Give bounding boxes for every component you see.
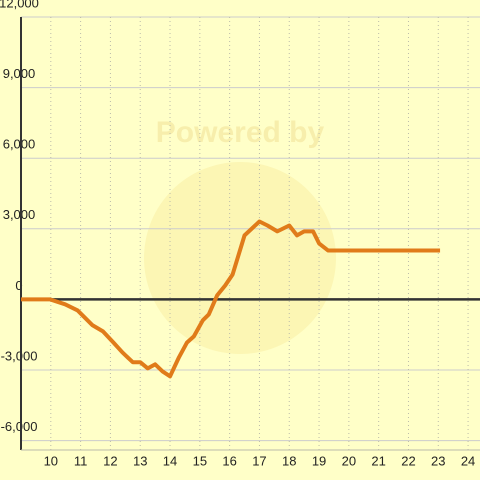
x-tick-label: 17: [252, 453, 266, 468]
y-tick-label: -6,000: [1, 419, 38, 434]
x-tick-label: 10: [44, 453, 58, 468]
y-tick-label: 6,000: [3, 137, 36, 152]
x-tick-label: 12: [103, 453, 117, 468]
x-tick-label: 22: [401, 453, 415, 468]
x-tick-label: 14: [163, 453, 177, 468]
x-tick-label: 13: [133, 453, 147, 468]
x-tick-label: 20: [342, 453, 356, 468]
y-tick-label: 0: [15, 278, 22, 293]
y-tick-label: 9,000: [3, 66, 36, 81]
y-tick-label: -3,000: [1, 348, 38, 363]
x-tick-label: 21: [371, 453, 385, 468]
y-tick-label: 3,000: [3, 207, 36, 222]
x-tick-label: 18: [282, 453, 296, 468]
watermark: Powered by: [156, 116, 325, 149]
x-tick-label: 11: [74, 453, 88, 468]
x-tick-label: 19: [312, 453, 326, 468]
watermark-logo: [144, 162, 336, 354]
x-tick-label: 23: [431, 453, 445, 468]
x-tick-label: 24: [461, 453, 475, 468]
y-tick-label: 12,000: [0, 0, 39, 10]
x-tick-label: 16: [222, 453, 236, 468]
x-tick-label: 15: [193, 453, 207, 468]
data-line: [21, 219, 441, 379]
